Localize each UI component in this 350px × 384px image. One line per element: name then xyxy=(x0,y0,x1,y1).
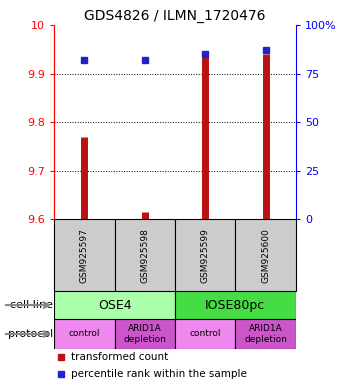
Text: OSE4: OSE4 xyxy=(98,299,132,311)
Text: cell line: cell line xyxy=(10,300,53,310)
Bar xyxy=(235,219,296,291)
Text: ARID1A
depletion: ARID1A depletion xyxy=(123,324,166,344)
Text: GSM925600: GSM925600 xyxy=(261,228,270,283)
Title: GDS4826 / ILMN_1720476: GDS4826 / ILMN_1720476 xyxy=(84,8,266,23)
Bar xyxy=(175,319,235,349)
Text: transformed count: transformed count xyxy=(71,352,168,362)
Bar xyxy=(235,319,296,349)
Text: control: control xyxy=(69,329,100,338)
Bar xyxy=(115,319,175,349)
Bar xyxy=(54,291,175,319)
Bar xyxy=(175,291,296,319)
Bar xyxy=(54,219,115,291)
Text: GSM925598: GSM925598 xyxy=(140,228,149,283)
Text: GSM925597: GSM925597 xyxy=(80,228,89,283)
Text: ARID1A
depletion: ARID1A depletion xyxy=(244,324,287,344)
Text: control: control xyxy=(189,329,221,338)
Text: percentile rank within the sample: percentile rank within the sample xyxy=(71,369,247,379)
Bar xyxy=(115,219,175,291)
Bar xyxy=(175,219,235,291)
Bar xyxy=(54,319,115,349)
Text: GSM925599: GSM925599 xyxy=(201,228,210,283)
Text: IOSE80pc: IOSE80pc xyxy=(205,299,266,311)
Text: protocol: protocol xyxy=(8,329,53,339)
